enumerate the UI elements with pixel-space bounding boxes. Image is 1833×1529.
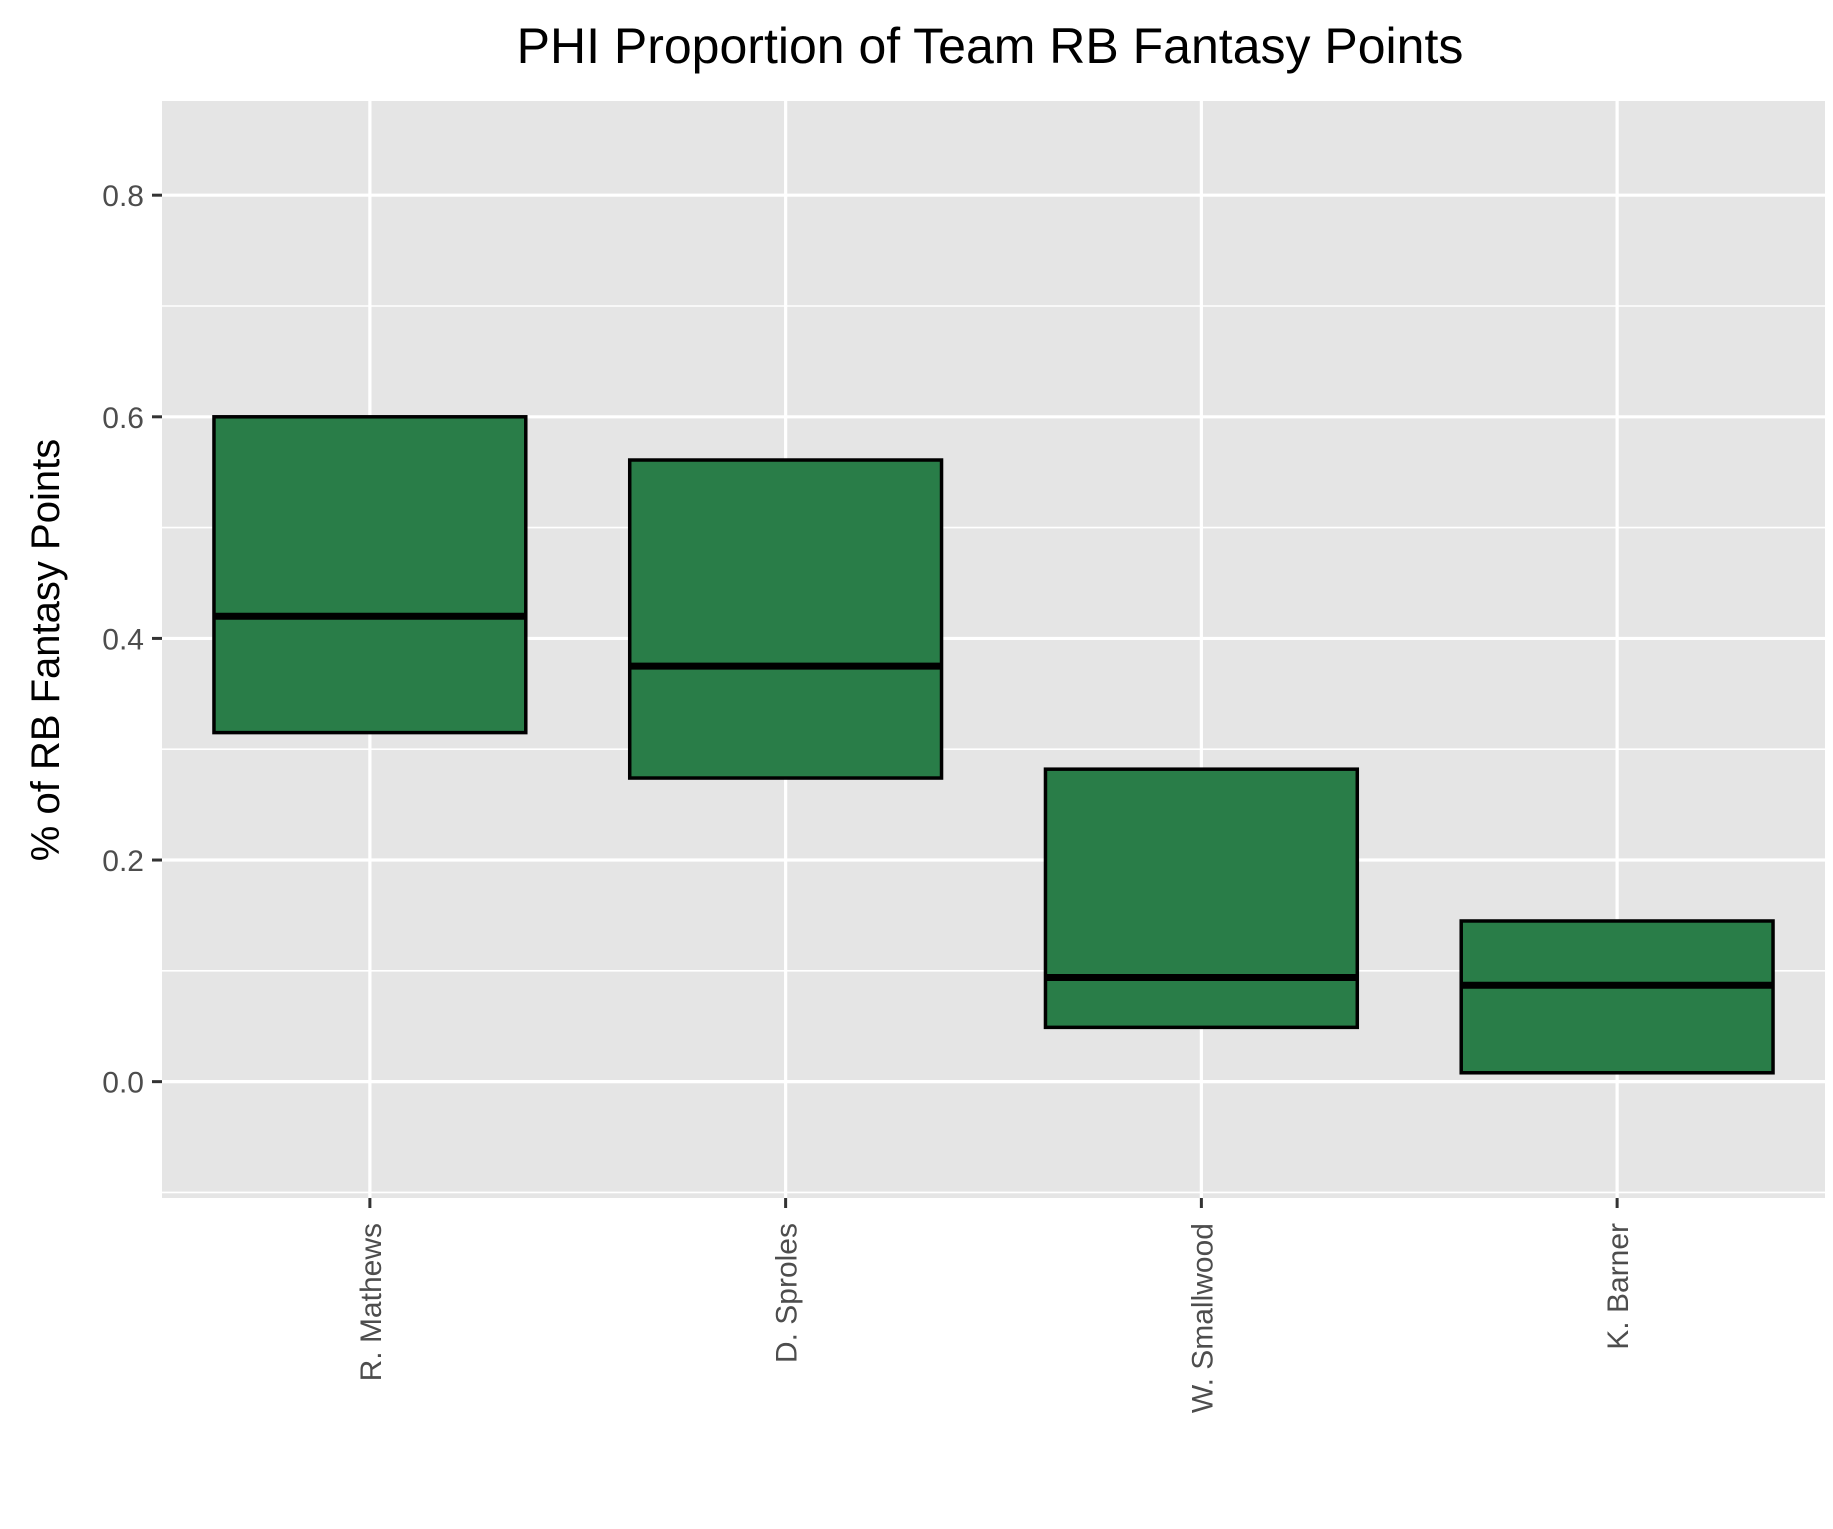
box-k-barner <box>1459 919 1775 1075</box>
chart-title: PHI Proportion of Team RB Fantasy Points <box>517 18 1464 74</box>
x-tick-label: W. Smallwood <box>1186 1223 1219 1413</box>
box-d-sproles <box>627 458 944 780</box>
y-axis-title: % of RB Fantasy Points <box>24 439 68 861</box>
y-tick-label: 0.6 <box>102 402 144 435</box>
x-axis: R. Mathews D. Sproles W. Smallwood K. Barne… <box>355 1198 1635 1413</box>
x-tick-label: R. Mathews <box>355 1223 388 1381</box>
y-tick-label: 0.8 <box>102 180 144 213</box>
boxes <box>212 415 1775 1075</box>
y-axis: 0.0 0.2 0.4 0.6 0.8 <box>102 180 162 1100</box>
y-tick-label: 0.2 <box>102 845 144 878</box>
x-tick-label: K. Barner <box>1602 1223 1635 1350</box>
y-tick-label: 0.4 <box>102 623 144 656</box>
x-tick-label: D. Sproles <box>771 1223 804 1363</box>
box-w-smallwood <box>1043 767 1360 1030</box>
y-tick-label: 0.0 <box>102 1067 144 1100</box>
box-r-mathews <box>212 415 528 735</box>
